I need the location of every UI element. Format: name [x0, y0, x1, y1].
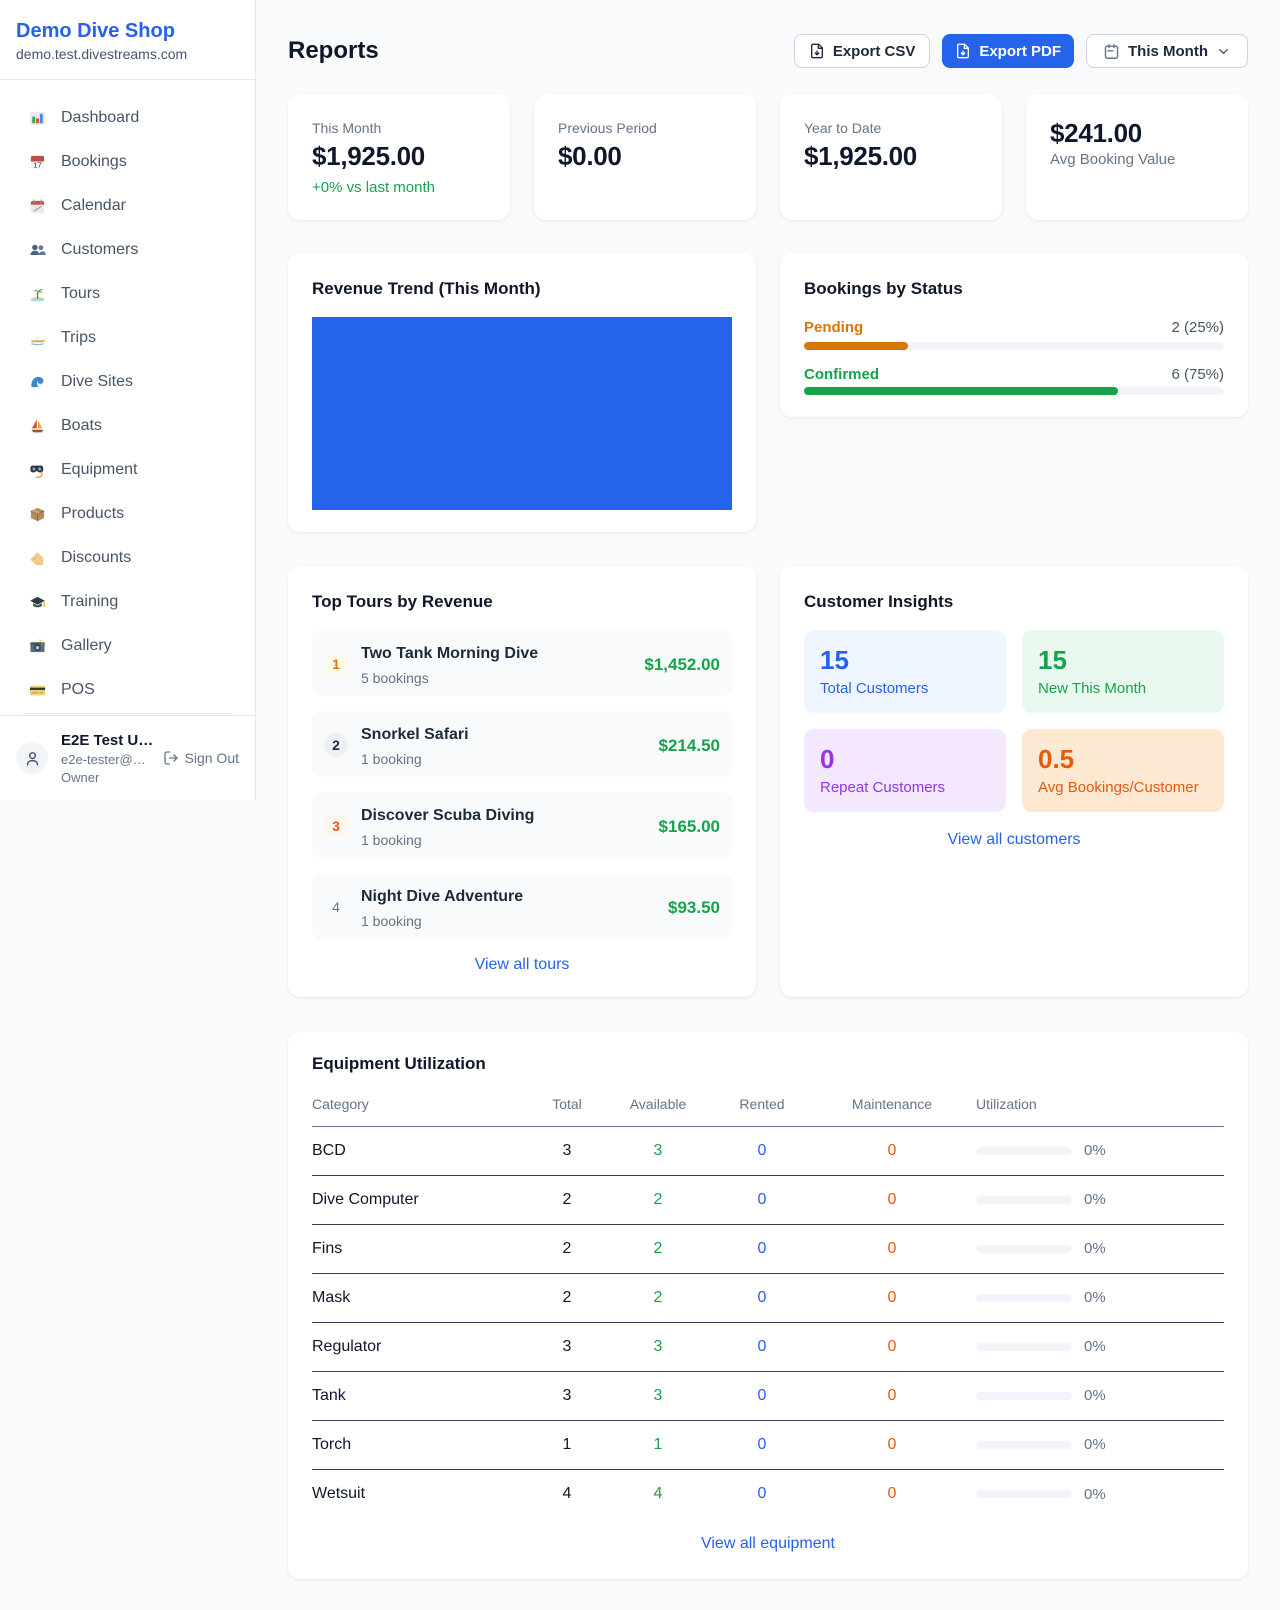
svg-text:17: 17: [33, 160, 41, 169]
